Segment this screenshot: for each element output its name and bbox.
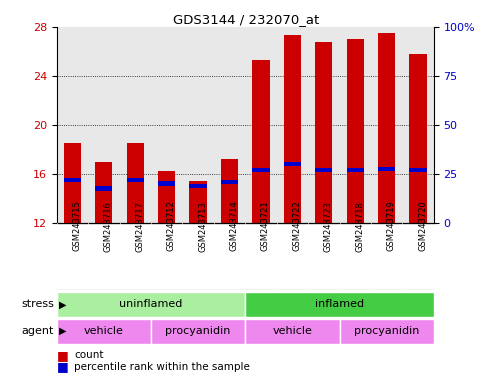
Bar	[64, 178, 81, 182]
Bar	[252, 168, 270, 172]
Text: ▶: ▶	[59, 299, 67, 310]
Bar	[284, 35, 301, 223]
Text: ■: ■	[57, 360, 69, 373]
Text: ▶: ▶	[59, 326, 67, 336]
Bar	[252, 60, 270, 223]
Bar	[127, 178, 144, 182]
Text: count: count	[74, 350, 104, 360]
Bar	[64, 143, 81, 223]
Text: GSM243718: GSM243718	[355, 201, 364, 252]
Bar	[245, 292, 434, 317]
Bar	[95, 186, 112, 190]
Text: stress: stress	[21, 299, 54, 310]
Bar	[189, 181, 207, 223]
Bar	[158, 181, 176, 186]
Bar	[221, 180, 238, 184]
Bar	[284, 162, 301, 166]
Text: procyanidin: procyanidin	[166, 326, 231, 336]
Text: uninflamed: uninflamed	[119, 299, 183, 310]
Bar	[315, 168, 332, 172]
Text: GSM243722: GSM243722	[292, 201, 301, 252]
Bar	[158, 171, 176, 223]
Bar	[378, 167, 395, 171]
Text: inflamed: inflamed	[315, 299, 364, 310]
Bar	[57, 292, 245, 317]
Text: procyanidin: procyanidin	[354, 326, 420, 336]
Bar	[347, 39, 364, 223]
Bar	[347, 168, 364, 172]
Text: GSM243721: GSM243721	[261, 201, 270, 252]
Text: GSM243714: GSM243714	[230, 201, 239, 252]
Bar	[221, 159, 238, 223]
Text: percentile rank within the sample: percentile rank within the sample	[74, 362, 250, 372]
Bar	[410, 168, 427, 172]
Bar	[151, 319, 245, 344]
Bar	[95, 162, 112, 223]
Bar	[340, 319, 434, 344]
Text: GSM243717: GSM243717	[135, 201, 144, 252]
Text: GSM243712: GSM243712	[167, 201, 176, 252]
Text: GSM243723: GSM243723	[324, 201, 333, 252]
Bar	[127, 143, 144, 223]
Bar	[189, 184, 207, 188]
Bar	[378, 33, 395, 223]
Bar	[315, 41, 332, 223]
Text: GSM243716: GSM243716	[104, 201, 113, 252]
Text: GSM243713: GSM243713	[198, 201, 207, 252]
Text: GSM243719: GSM243719	[387, 201, 396, 252]
Text: GDS3144 / 232070_at: GDS3144 / 232070_at	[174, 13, 319, 26]
Text: vehicle: vehicle	[273, 326, 313, 336]
Bar	[410, 54, 427, 223]
Text: vehicle: vehicle	[84, 326, 124, 336]
Bar	[57, 319, 151, 344]
Text: GSM243720: GSM243720	[418, 201, 427, 252]
Text: agent: agent	[22, 326, 54, 336]
Bar	[245, 319, 340, 344]
Text: ■: ■	[57, 349, 69, 362]
Text: GSM243715: GSM243715	[72, 201, 81, 252]
